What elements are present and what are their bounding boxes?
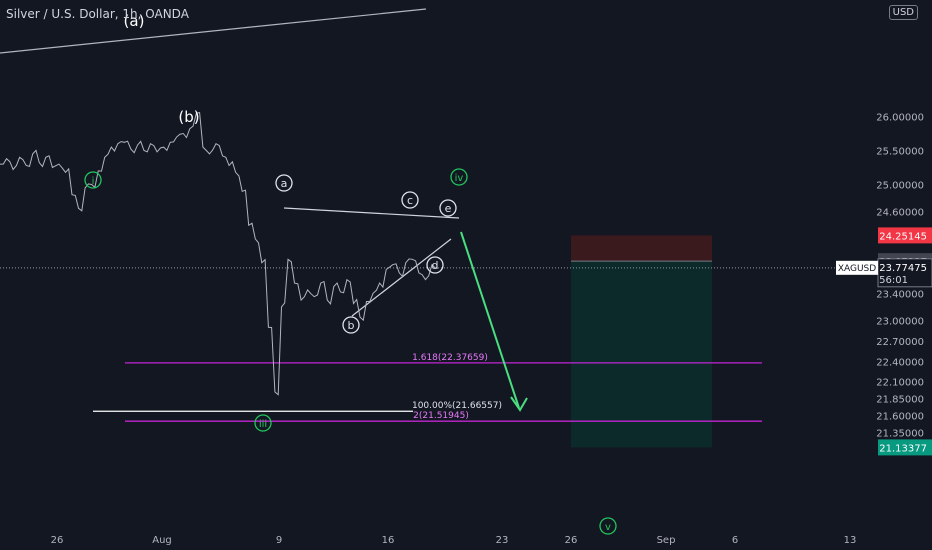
price-tags: 24.2514523.8723721.1337723.7747556:01XAG… <box>836 227 932 456</box>
wave-label: d <box>432 259 439 272</box>
triangle-lower-line <box>351 238 452 317</box>
wave-label: c <box>407 194 413 207</box>
chart-title: Silver / U.S. Dollar, 1h, OANDA <box>6 7 189 21</box>
wave-label-circle <box>599 517 617 535</box>
time-tick-label: 26 <box>565 535 578 546</box>
symbol-tag-bg <box>836 260 878 275</box>
fib-label: 1.618(22.37659) <box>412 353 488 363</box>
wave-label: a <box>281 177 288 190</box>
price-tick-label: 21.60000 <box>876 412 924 423</box>
wave-label-circle <box>450 168 468 186</box>
price-series <box>0 112 436 396</box>
price-tick-label: 21.85000 <box>876 395 924 406</box>
upper-trendline <box>0 8 427 54</box>
wave-label: e <box>445 202 452 215</box>
wave-label-circle <box>401 191 419 209</box>
projection-arrow <box>460 231 520 409</box>
time-tick-label: Aug <box>152 535 172 546</box>
price-tick-label: 24.60000 <box>876 208 924 219</box>
time-tick-label: 13 <box>844 535 857 546</box>
price-tick-label: 26.00000 <box>876 113 924 124</box>
current-price-tag: 23.77475 <box>879 263 927 274</box>
time-tick-label: 6 <box>732 535 738 546</box>
time-tick-label: 26 <box>51 535 64 546</box>
wave-label-circle <box>426 256 444 274</box>
trendlines <box>0 8 878 412</box>
target-zone <box>571 261 712 448</box>
target-price-tag: 21.13377 <box>879 443 927 454</box>
projection-arrowhead <box>510 396 528 412</box>
price-tick-label: 22.70000 <box>876 337 924 348</box>
symbol-tag: XAGUSD <box>838 264 876 274</box>
price-tick-label: 23.40000 <box>876 289 924 300</box>
wave-label: v <box>605 522 611 533</box>
wave-label: b <box>348 319 355 332</box>
countdown-label: 56:01 <box>879 275 908 286</box>
price-tick-label: 25.50000 <box>876 147 924 158</box>
stop-price-tag: 24.25145 <box>879 231 927 242</box>
time-tick-label: 16 <box>382 535 395 546</box>
fib-label: 2(21.51945) <box>413 411 469 421</box>
wave-label: i <box>92 176 95 187</box>
stop-zone <box>571 235 712 262</box>
wave-label: iv <box>455 173 464 184</box>
time-axis[interactable]: 26 Aug 9 16 23 26 Sep 6 13 <box>51 535 857 546</box>
wave-label: (a) <box>124 12 145 30</box>
triangle-upper-line <box>283 207 460 219</box>
wave-label-circle <box>254 414 272 432</box>
time-tick-label: 23 <box>496 535 509 546</box>
price-line <box>0 112 436 396</box>
price-tick-label: 22.10000 <box>876 378 924 389</box>
time-tick-label: Sep <box>657 535 676 546</box>
wave-label: (b) <box>178 108 199 126</box>
stop-price-tag-bg <box>878 227 932 244</box>
position-zones <box>571 235 712 448</box>
wave-label-circle <box>439 199 457 217</box>
currency-badge[interactable]: USD <box>888 5 918 20</box>
fib-label: 100.00%(21.66557) <box>412 401 502 411</box>
price-tick-label: 21.35000 <box>876 429 924 440</box>
price-tick-label: 23.00000 <box>876 317 924 328</box>
target-price-tag-bg <box>878 439 932 456</box>
wave-label-circle <box>84 171 102 189</box>
price-tick-label: 25.00000 <box>876 181 924 192</box>
price-tick-label: 22.40000 <box>876 357 924 368</box>
fibonacci-levels: 1.618(22.37659) 100.00%(21.66557)2(21.519… <box>93 353 762 422</box>
time-tick-label: 9 <box>276 535 282 546</box>
wave-label-circle <box>342 316 360 334</box>
wave-label: iii <box>259 419 267 430</box>
wave-label-circle <box>275 174 293 192</box>
price-axis[interactable]: 26.00000 25.50000 25.00000 24.60000 23.40000… <box>876 113 924 440</box>
